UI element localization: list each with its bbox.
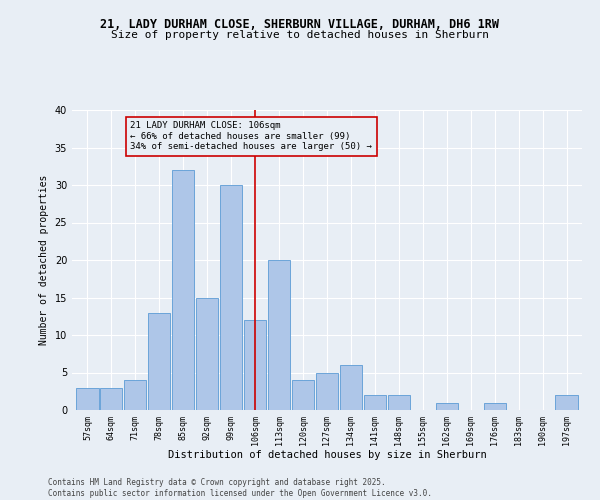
Text: 21 LADY DURHAM CLOSE: 106sqm
← 66% of detached houses are smaller (99)
34% of se: 21 LADY DURHAM CLOSE: 106sqm ← 66% of de… [130,121,372,151]
Text: 21, LADY DURHAM CLOSE, SHERBURN VILLAGE, DURHAM, DH6 1RW: 21, LADY DURHAM CLOSE, SHERBURN VILLAGE,… [101,18,499,30]
Text: Size of property relative to detached houses in Sherburn: Size of property relative to detached ho… [111,30,489,40]
Bar [244,320,266,410]
Bar [436,402,458,410]
Bar [100,388,122,410]
Bar [268,260,290,410]
Bar [220,185,242,410]
Bar [196,298,218,410]
X-axis label: Distribution of detached houses by size in Sherburn: Distribution of detached houses by size … [167,450,487,460]
Bar [316,372,338,410]
Bar [556,395,578,410]
Bar [124,380,146,410]
Bar [364,395,386,410]
Bar [388,395,410,410]
Bar [340,365,362,410]
Bar [76,388,98,410]
Text: Contains HM Land Registry data © Crown copyright and database right 2025.
Contai: Contains HM Land Registry data © Crown c… [48,478,432,498]
Bar [484,402,506,410]
Bar [292,380,314,410]
Bar [172,170,194,410]
Bar [148,312,170,410]
Y-axis label: Number of detached properties: Number of detached properties [39,175,49,345]
